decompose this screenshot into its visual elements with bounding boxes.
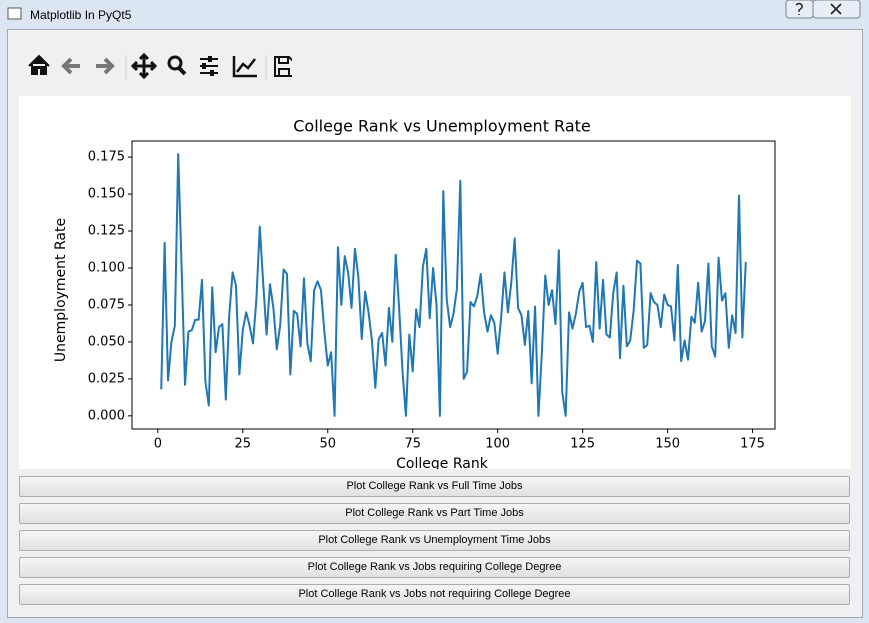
close-icon <box>830 3 842 15</box>
x-tick-label: 125 <box>570 437 595 452</box>
x-tick-label: 150 <box>655 437 680 452</box>
y-tick-label: 0.175 <box>88 150 125 165</box>
title-bar: Matplotlib In PyQt5 <box>0 0 869 28</box>
y-tick-label: 0.125 <box>88 224 125 239</box>
back-button[interactable] <box>61 57 80 75</box>
x-tick-label: 175 <box>740 437 765 452</box>
figure: College Rank vs Unemployment Rate Unempl… <box>19 96 851 469</box>
chart-title: College Rank vs Unemployment Rate <box>293 117 591 136</box>
save-button[interactable] <box>274 56 292 77</box>
zoom-handle <box>177 66 187 76</box>
y-tick-label: 0.075 <box>88 297 125 312</box>
y-tick-label: 0.050 <box>88 334 125 349</box>
help-icon <box>795 2 803 15</box>
window-title: Matplotlib In PyQt5 <box>30 8 132 22</box>
title-bar-graphics <box>7 0 861 20</box>
y-tick-label: 0.000 <box>88 408 125 423</box>
x-tick-label: 50 <box>319 437 336 452</box>
toolbar <box>28 52 292 80</box>
plot-button[interactable]: Plot College Rank vs Unemployment Time J… <box>19 530 850 551</box>
axes-frame <box>131 140 776 430</box>
subplots-sliders <box>202 56 214 76</box>
y-tick-label: 0.100 <box>88 260 125 275</box>
axes-button[interactable] <box>232 56 257 78</box>
y-tick-label: 0.025 <box>88 371 125 386</box>
x-tick-label: 75 <box>404 437 421 452</box>
plot-button[interactable]: Plot College Rank vs Part Time Jobs <box>19 503 850 524</box>
x-axis-label: College Rank <box>396 456 489 469</box>
x-tick-label: 100 <box>485 437 510 452</box>
plot-button[interactable]: Plot College Rank vs Jobs not requiring … <box>19 584 850 605</box>
client-area: College Rank vs Unemployment Rate Unempl… <box>7 29 863 618</box>
plot-button[interactable]: Plot College Rank vs Full Time Jobs <box>19 476 850 497</box>
x-tick-label: 0 <box>154 437 162 452</box>
pan-button[interactable] <box>130 52 158 80</box>
zoom-button[interactable] <box>167 55 183 71</box>
plot-button[interactable]: Plot College Rank vs Jobs requiring Coll… <box>19 557 850 578</box>
y-axis-label: Unemployment Rate <box>53 218 69 362</box>
y-tick-label: 0.150 <box>88 187 125 202</box>
data-line <box>160 153 747 417</box>
home-button[interactable] <box>28 54 50 75</box>
app-icon <box>7 7 22 20</box>
forward-button[interactable] <box>96 57 115 75</box>
x-tick-label: 25 <box>235 437 252 452</box>
